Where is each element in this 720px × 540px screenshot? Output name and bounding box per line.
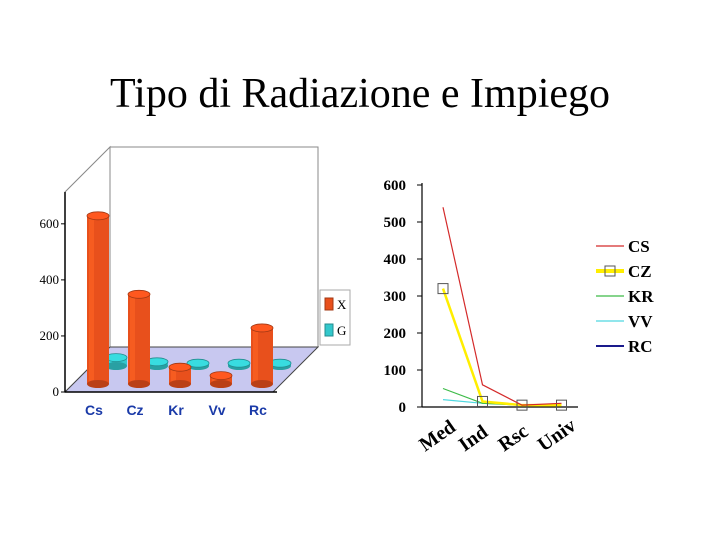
x-tick-label: Rc [249, 402, 267, 418]
x-tick-label: Kr [168, 402, 184, 418]
series-point-cz [477, 395, 488, 407]
line-y-tick-label: 300 [384, 289, 407, 305]
line-x-tick-label: Med [415, 416, 459, 456]
line-x-tick-label: Univ [534, 414, 580, 456]
line-x-tick-label: Ind [455, 421, 492, 456]
line-x-tick-label: Rsc [494, 420, 532, 456]
series-line-cz [441, 288, 562, 407]
line-legend: CS CZ KR VV RC [592, 236, 670, 356]
bar-x-vv [209, 371, 233, 388]
bar-x-kr [168, 362, 192, 388]
y-tick-label: 200 [40, 328, 60, 343]
x-tick-label: Cs [85, 402, 103, 418]
y-tick-label: 400 [40, 272, 60, 287]
line-y-tick-label: 0 [399, 400, 407, 416]
line-legend-label-vv: VV [628, 312, 653, 331]
bar-legend: XG [319, 289, 351, 346]
y-tick-label: 600 [40, 216, 60, 231]
series-point-cz [437, 283, 449, 295]
bar-g-cz [145, 357, 169, 370]
legend-label-g: G [337, 323, 346, 338]
legend-label-x: X [337, 297, 347, 312]
series-point-cz [556, 399, 567, 411]
x-tick-label: Cz [126, 402, 143, 418]
line-y-tick-label: 600 [384, 178, 407, 194]
line-y-tick-label: 100 [384, 363, 407, 379]
line-y-tick-label: 400 [384, 252, 407, 268]
slide-title: Tipo di Radiazione e Impiego [109, 71, 611, 117]
line-legend-marker-cz [604, 265, 616, 277]
bar-x-cs [86, 211, 110, 388]
line-legend-label-rc: RC [628, 337, 653, 356]
bar-g-vv [227, 358, 251, 370]
bar-g-kr [186, 358, 210, 370]
line-y-tick-label: 200 [384, 326, 407, 342]
bar-g-rc [268, 358, 292, 370]
legend-swatch-x [324, 297, 334, 311]
legend-swatch-g [324, 323, 334, 337]
line-legend-label-kr: KR [628, 287, 654, 306]
bar-x-cz [127, 289, 151, 388]
line-y-tick-label: 500 [384, 215, 407, 231]
line-legend-label-cs: CS [628, 237, 650, 256]
x-tick-label: Vv [208, 402, 225, 418]
series-line-cs [442, 207, 562, 406]
line-legend-label-cz: CZ [628, 262, 652, 281]
y-tick-label: 0 [53, 384, 60, 399]
bar-x-rc [250, 323, 274, 388]
bar-chart: 0 200 400 600 Cs Cz Kr Vv Rc XG [40, 145, 351, 418]
